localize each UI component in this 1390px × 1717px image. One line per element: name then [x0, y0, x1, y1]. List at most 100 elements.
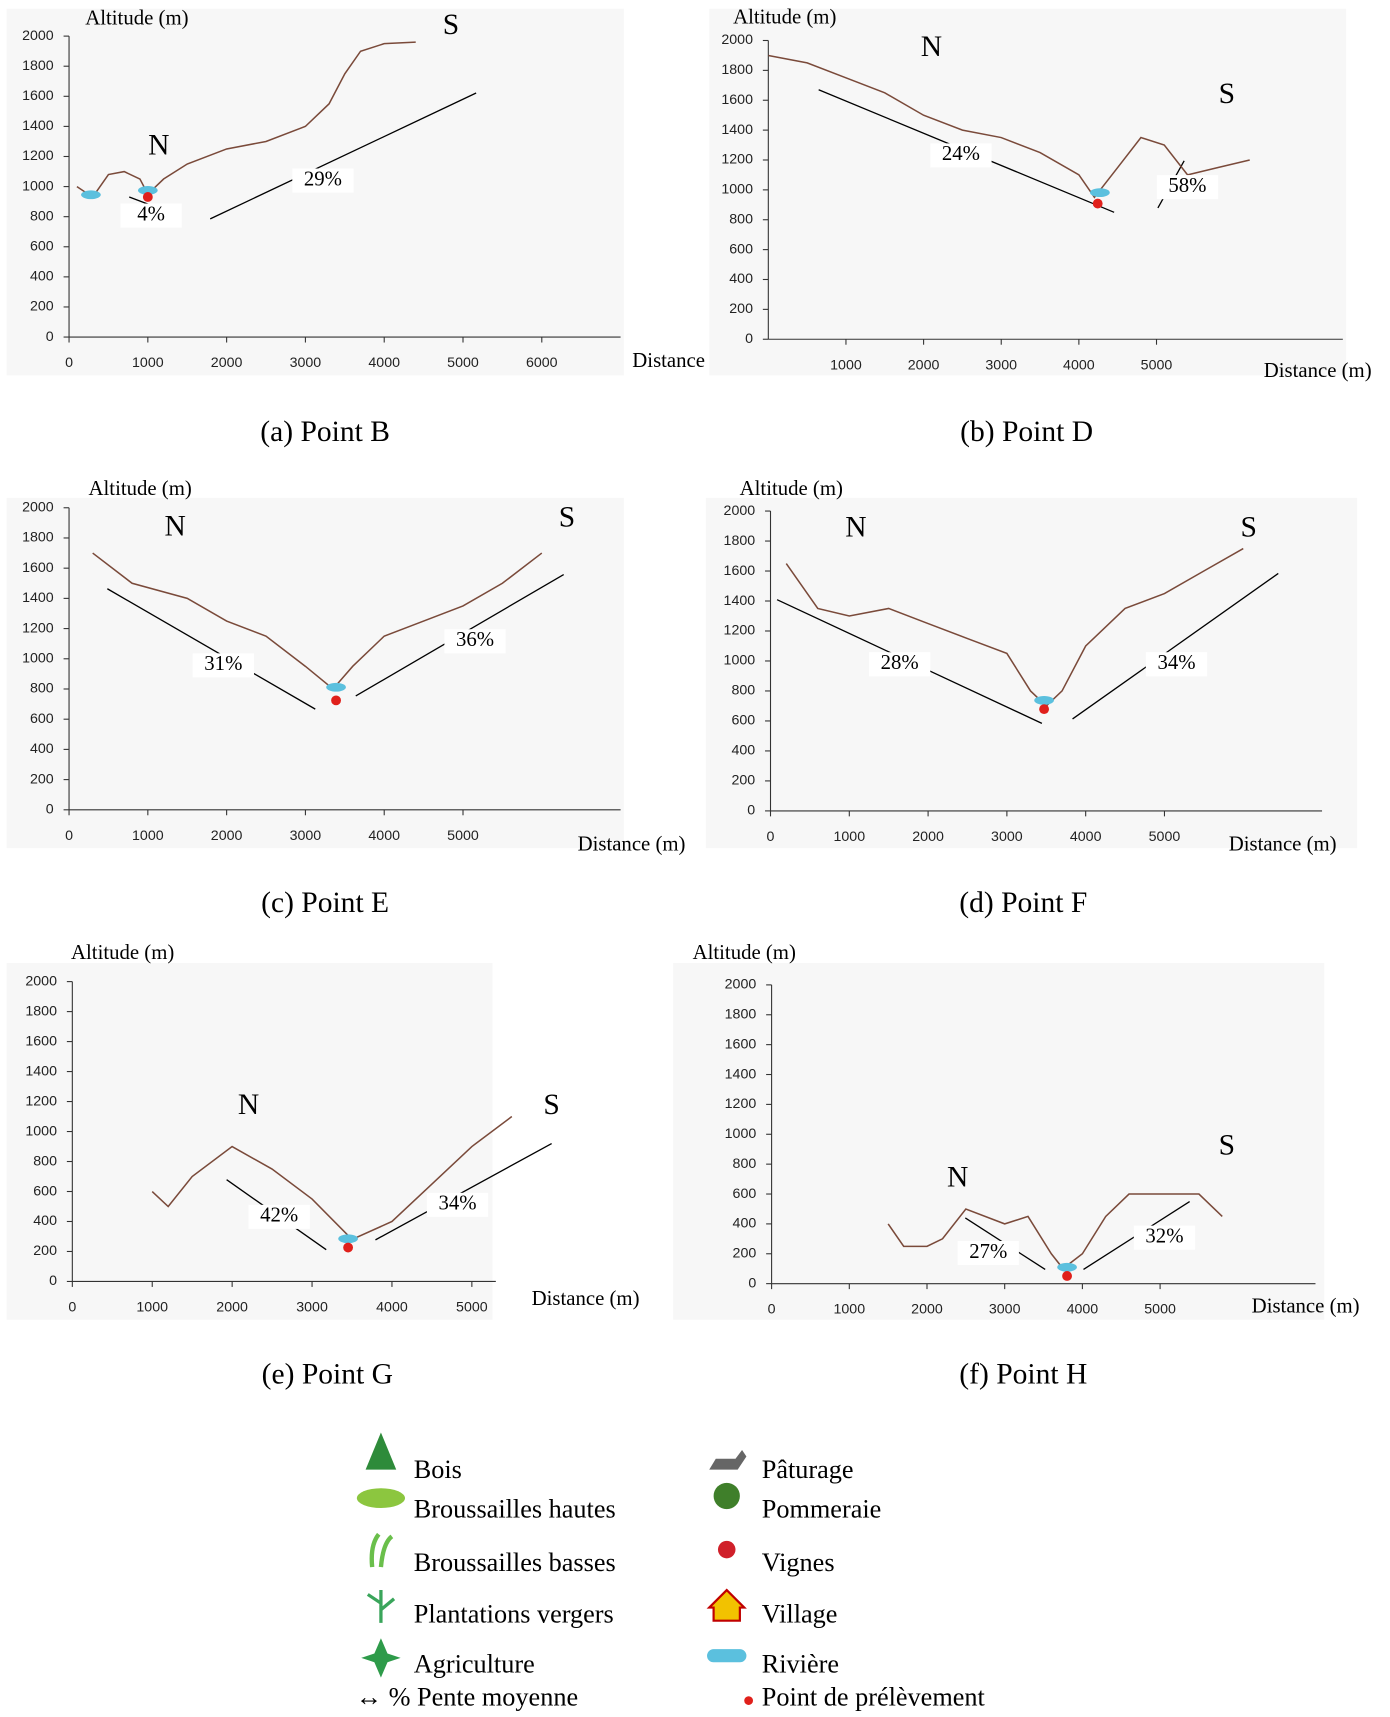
y-tick-label: 1600: [724, 563, 756, 579]
y-tick-label: 1200: [25, 1093, 57, 1109]
y-tick-label: 1800: [725, 1007, 757, 1023]
icon-broussailles-basses: [372, 1534, 392, 1567]
x-tick-label: 0: [767, 829, 775, 845]
y-tick-label: 1000: [725, 1126, 757, 1142]
y-tick-label: 1400: [22, 590, 54, 606]
slope-label: 42%: [260, 1204, 298, 1227]
y-tick-label: 1200: [725, 1096, 757, 1112]
x-tick-label: 5000: [447, 828, 479, 844]
y-tick-label: 800: [30, 208, 54, 224]
x-tick-label: 0: [65, 828, 73, 844]
y-tick-label: 600: [733, 1186, 757, 1202]
figure: 0200400600800100012001400160018002000010…: [0, 0, 1390, 1717]
y-axis-label: Altitude (m): [71, 941, 174, 964]
chart-title: (e) Point G: [262, 1358, 393, 1390]
legend-label: Broussailles hautes: [414, 1494, 616, 1523]
y-tick-label: 2000: [721, 32, 753, 48]
x-axis-label: Distance (m): [1264, 359, 1372, 382]
south-label: S: [1241, 511, 1257, 543]
y-tick-label: 200: [731, 773, 755, 789]
slope-label: 32%: [1145, 1224, 1183, 1247]
y-tick-label: 2000: [725, 977, 757, 993]
y-tick-label: 400: [731, 743, 755, 759]
sampling-point: [331, 695, 341, 705]
y-tick-label: 1800: [721, 62, 753, 78]
y-tick-label: 2000: [22, 500, 54, 516]
slope-label: 24%: [942, 142, 980, 165]
y-tick-label: 1800: [22, 530, 54, 546]
y-tick-label: 1400: [725, 1066, 757, 1082]
south-label: S: [543, 1089, 559, 1121]
x-tick-label: 3000: [991, 829, 1023, 845]
north-label: N: [238, 1089, 259, 1121]
north-label: N: [845, 511, 866, 543]
x-tick-label: 2000: [911, 1302, 943, 1318]
slope-label: 34%: [1157, 651, 1195, 674]
y-tick-label: 1000: [25, 1123, 57, 1139]
south-label: S: [559, 502, 575, 534]
x-tick-label: 5000: [1149, 829, 1181, 845]
south-label: S: [443, 9, 459, 41]
north-label: N: [947, 1161, 968, 1193]
river: [81, 190, 101, 199]
x-tick-label: 0: [65, 355, 73, 371]
y-tick-label: 1600: [22, 88, 54, 104]
legend-label: Bois: [414, 1455, 462, 1484]
chart-title: (d) Point F: [959, 887, 1087, 919]
y-tick-label: 600: [729, 241, 753, 257]
x-tick-label: 1000: [833, 829, 865, 845]
north-label: N: [148, 130, 169, 162]
y-axis-label: Altitude (m): [89, 477, 192, 500]
chart-title: (b) Point D: [960, 416, 1093, 448]
y-tick-label: 1400: [25, 1063, 57, 1079]
legend-label: Pommeraie: [762, 1494, 882, 1523]
slope-label: 31%: [204, 652, 242, 675]
river: [1034, 696, 1054, 705]
y-tick-label: 0: [46, 329, 54, 345]
y-tick-label: 200: [733, 1246, 757, 1262]
y-tick-label: 1200: [22, 620, 54, 636]
y-tick-label: 600: [731, 713, 755, 729]
x-tick-label: 4000: [368, 355, 400, 371]
x-tick-label: 3000: [985, 357, 1017, 373]
river: [1090, 188, 1110, 197]
icon-paturage: [709, 1450, 746, 1470]
y-tick-label: 1000: [724, 653, 756, 669]
y-tick-label: 1600: [725, 1036, 757, 1052]
icon-pommeraie: [714, 1483, 740, 1509]
y-tick-label: 2000: [22, 28, 54, 44]
south-label: S: [1219, 1130, 1235, 1162]
icon-bois: [366, 1432, 397, 1469]
slope-label: 29%: [304, 167, 342, 190]
y-tick-label: 800: [33, 1153, 57, 1169]
legend-label: Village: [762, 1599, 838, 1628]
y-tick-label: 600: [33, 1183, 57, 1199]
y-tick-label: 1400: [724, 593, 756, 609]
x-tick-label: 1000: [833, 1302, 865, 1318]
y-tick-label: 1600: [22, 560, 54, 576]
x-tick-label: 3000: [290, 355, 322, 371]
y-axis-label: Altitude (m): [693, 941, 796, 964]
y-tick-label: 1200: [724, 623, 756, 639]
x-tick-label: 2000: [908, 357, 940, 373]
x-axis-label: Distance (m): [1252, 1294, 1360, 1317]
x-tick-label: 1000: [136, 1299, 168, 1315]
plot-background: [709, 9, 1346, 376]
slope-label: 4%: [137, 202, 165, 225]
slope-label: 28%: [881, 651, 919, 674]
sampling-point: [1093, 199, 1103, 209]
y-tick-label: 600: [30, 239, 54, 255]
river: [326, 683, 346, 692]
x-tick-label: 5000: [447, 355, 479, 371]
x-tick-label: 0: [768, 1302, 776, 1318]
chart-title: (c) Point E: [261, 887, 389, 919]
y-tick-label: 2000: [25, 973, 57, 989]
chart-title: (f) Point H: [959, 1358, 1087, 1390]
icon-village: [709, 1590, 744, 1621]
x-tick-label: 4000: [1067, 1302, 1099, 1318]
slope-label: 27%: [969, 1240, 1007, 1263]
legend-label: Agriculture: [414, 1650, 535, 1679]
y-tick-label: 0: [46, 802, 54, 818]
legend-sample-dot: [744, 1696, 753, 1705]
sampling-point: [1062, 1271, 1072, 1281]
